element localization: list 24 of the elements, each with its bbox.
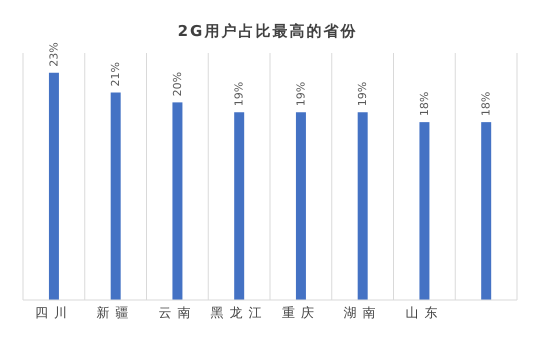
chart-title: 2G用户占比最高的省份: [176, 22, 358, 41]
x-tick-label: 四川: [34, 306, 73, 322]
x-tick-label: 山东: [405, 306, 444, 322]
bar: [296, 112, 306, 300]
data-label: 21%: [109, 62, 122, 87]
bar: [110, 92, 121, 300]
data-label: 19%: [294, 82, 308, 106]
x-tick-label: 云南: [158, 306, 196, 322]
data-label: 23%: [47, 42, 60, 67]
bar: [172, 102, 182, 300]
data-label: 18%: [480, 92, 493, 116]
bar: [419, 122, 430, 300]
bar: [234, 112, 244, 300]
bar: [48, 72, 59, 300]
data-label: 19%: [356, 82, 370, 106]
bar: [481, 122, 492, 300]
data-label: 18%: [418, 92, 431, 116]
x-tick-label: 新疆: [96, 306, 135, 322]
bar: [358, 112, 368, 300]
x-tick-label: 重庆: [282, 306, 320, 322]
data-label: 19%: [232, 82, 246, 106]
x-tick-label: 湖南: [344, 306, 382, 322]
data-label: 20%: [170, 72, 184, 96]
x-tick-label: 黑龙江: [210, 306, 268, 322]
